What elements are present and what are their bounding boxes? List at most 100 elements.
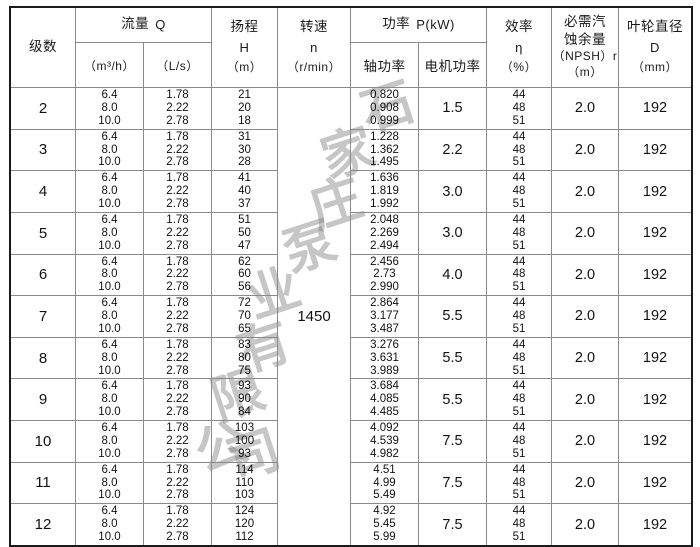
cell-flow-m3h-stack: 6.4 8.0 10.0	[76, 88, 143, 129]
cell-flow-m3h-value: 10.0	[98, 156, 121, 169]
cell-efficiency-value: 51	[512, 322, 526, 335]
table-row: 3 6.4 8.0 10.0 1.78 2.22 2.78 31 30 28 1.228 1.362 1…	[9, 128, 693, 172]
cell-flow-m3h-value: 8.0	[101, 143, 118, 156]
cell-motor-power: 4.0	[418, 253, 487, 297]
table-row: 12 6.4 8.0 10.0 1.78 2.22 2.78 124 120 112 4.92 5.4…	[9, 503, 693, 547]
cell-flow-m3h: 6.4 8.0 10.0	[75, 461, 144, 505]
cell-head: 21 20 18	[211, 87, 278, 130]
cell-flow-m3h: 6.4 8.0 10.0	[75, 128, 144, 172]
cell-shaft-power-value: 0.999	[370, 114, 399, 127]
cell-flow-ls-value: 1.78	[166, 380, 189, 393]
cell-head-value: 28	[238, 156, 251, 169]
cell-shaft-power: 4.092 4.539 4.982	[350, 420, 419, 463]
cell-stage: 9	[9, 378, 76, 421]
cell-flow-m3h-value: 8.0	[101, 434, 118, 447]
header-efficiency-symbol: η	[515, 39, 523, 55]
cell-flow-m3h-value: 6.4	[101, 463, 118, 476]
cell-flow-m3h-value: 8.0	[101, 393, 118, 406]
cell-impeller: 192	[618, 336, 693, 380]
header-speed-label: 转速	[300, 19, 328, 36]
cell-shaft-power-value: 3.177	[370, 310, 399, 322]
cell-efficiency-value: 44	[512, 338, 526, 351]
cell-head-stack: 72 70 65	[212, 296, 277, 337]
cell-motor-power: 7.5	[418, 503, 487, 547]
header-flow-label: 流量	[121, 16, 150, 33]
cell-stage: 7	[9, 295, 76, 338]
cell-flow-m3h-stack: 6.4 8.0 10.0	[76, 463, 143, 504]
cell-head-value: 21	[238, 89, 251, 101]
cell-efficiency-value: 51	[512, 156, 526, 169]
cell-shaft-power: 2.864 3.177 3.487	[350, 295, 419, 338]
cell-shaft-power-value: 4.092	[370, 422, 399, 434]
cell-head: 103 100 93	[211, 420, 278, 463]
cell-flow-m3h-value: 6.4	[101, 380, 118, 393]
header-row-sub: （m³/h） （L/s） 轴功率 电机功率	[10, 42, 692, 88]
cell-npsh: 2.0	[551, 503, 619, 547]
cell-efficiency-value: 48	[512, 226, 526, 239]
cell-flow-m3h: 6.4 8.0 10.0	[75, 378, 144, 421]
cell-efficiency-value: 44	[512, 89, 526, 101]
header-npsh: 必需汽 蚀余量 （NPSH）r （m）	[551, 6, 619, 88]
cell-efficiency-value: 44	[512, 463, 526, 476]
cell-head-value: 84	[238, 406, 251, 419]
cell-shaft-power-stack: 4.51 4.99 5.49	[351, 463, 418, 504]
cell-flow-ls-value: 2.78	[166, 156, 189, 169]
cell-efficiency-value: 51	[512, 531, 526, 543]
cell-efficiency-value: 44	[512, 255, 526, 268]
cell-shaft-power-value: 4.51	[373, 463, 396, 476]
cell-efficiency-value: 44	[512, 297, 526, 310]
header-efficiency-stack: 效率 η （%）	[487, 17, 551, 77]
cell-efficiency-value: 48	[512, 101, 526, 114]
cell-efficiency: 44 48 51	[486, 295, 552, 338]
cell-flow-ls-value: 2.78	[166, 198, 189, 210]
cell-motor-power: 3.0	[418, 170, 487, 213]
header-impeller-label: 叶轮直径	[627, 19, 683, 36]
cell-head-value: 75	[238, 364, 251, 377]
header-npsh-stack: 必需汽 蚀余量 （NPSH）r （m）	[552, 12, 618, 83]
cell-head: 31 30 28	[211, 128, 278, 172]
cell-head-stack: 114 110 103	[212, 463, 277, 504]
cell-flow-ls-stack: 1.78 2.22 2.78	[144, 88, 211, 129]
table-row: 4 6.4 8.0 10.0 1.78 2.22 2.78 41 40 37 1.636 1.819 1…	[9, 170, 693, 213]
cell-head-stack: 83 80 75	[212, 338, 277, 379]
cell-efficiency-stack: 44 48 51	[487, 130, 551, 171]
cell-efficiency-value: 48	[512, 518, 526, 531]
header-power: 功率 P(kW)	[350, 6, 487, 43]
header-impeller-unit: （mm）	[632, 59, 678, 74]
cell-flow-ls-value: 2.22	[166, 351, 189, 364]
cell-head-stack: 124 120 112	[212, 504, 277, 545]
cell-flow-ls-value: 1.78	[166, 463, 189, 476]
cell-impeller: 192	[618, 170, 693, 213]
cell-shaft-power-value: 0.820	[370, 89, 399, 101]
cell-flow-m3h-value: 8.0	[101, 518, 118, 531]
header-flow-unit-ls: （L/s）	[143, 42, 212, 88]
cell-flow-m3h-stack: 6.4 8.0 10.0	[76, 213, 143, 254]
cell-head: 51 50 47	[211, 211, 278, 255]
cell-head-value: 103	[234, 422, 255, 434]
cell-shaft-power-value: 1.636	[370, 172, 399, 185]
cell-head-value: 70	[238, 310, 251, 322]
cell-motor-power: 7.5	[418, 420, 487, 463]
cell-head-stack: 62 60 56	[212, 255, 277, 296]
cell-flow-m3h-value: 10.0	[98, 114, 121, 127]
cell-efficiency: 44 48 51	[486, 170, 552, 213]
cell-flow-ls-value: 2.78	[166, 281, 189, 294]
cell-shaft-power-value: 2.269	[370, 226, 399, 239]
cell-impeller: 192	[618, 87, 693, 130]
cell-shaft-power-stack: 4.92 5.45 5.99	[351, 504, 418, 545]
cell-shaft-power: 1.636 1.819 1.992	[350, 170, 419, 213]
table-row: 5 6.4 8.0 10.0 1.78 2.22 2.78 51 50 47 2.048 2.269 2…	[9, 211, 693, 255]
cell-head: 93 90 84	[211, 378, 278, 421]
cell-efficiency-value: 48	[512, 476, 526, 489]
cell-shaft-power-value: 3.684	[370, 380, 399, 393]
cell-efficiency: 44 48 51	[486, 253, 552, 297]
cell-shaft-power-value: 2.456	[370, 255, 399, 268]
header-motor-power: 电机功率	[418, 42, 487, 88]
cell-efficiency-stack: 44 48 51	[487, 171, 551, 212]
cell-motor-power: 2.2	[418, 128, 487, 172]
cell-flow-m3h-stack: 6.4 8.0 10.0	[76, 338, 143, 379]
cell-flow-ls-value: 1.78	[166, 505, 189, 518]
header-flow: 流量 Q	[75, 6, 212, 43]
pump-spec-table: 级数 流量 Q 扬程 H （m）	[9, 6, 693, 547]
cell-shaft-power-value: 1.495	[370, 156, 399, 169]
